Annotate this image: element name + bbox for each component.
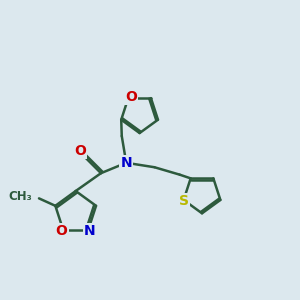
Text: O: O	[74, 144, 86, 158]
Text: S: S	[178, 194, 189, 208]
Text: CH₃: CH₃	[9, 190, 32, 203]
Text: O: O	[125, 90, 137, 104]
Text: O: O	[56, 224, 68, 238]
Text: N: N	[120, 156, 132, 170]
Text: N: N	[84, 224, 96, 238]
